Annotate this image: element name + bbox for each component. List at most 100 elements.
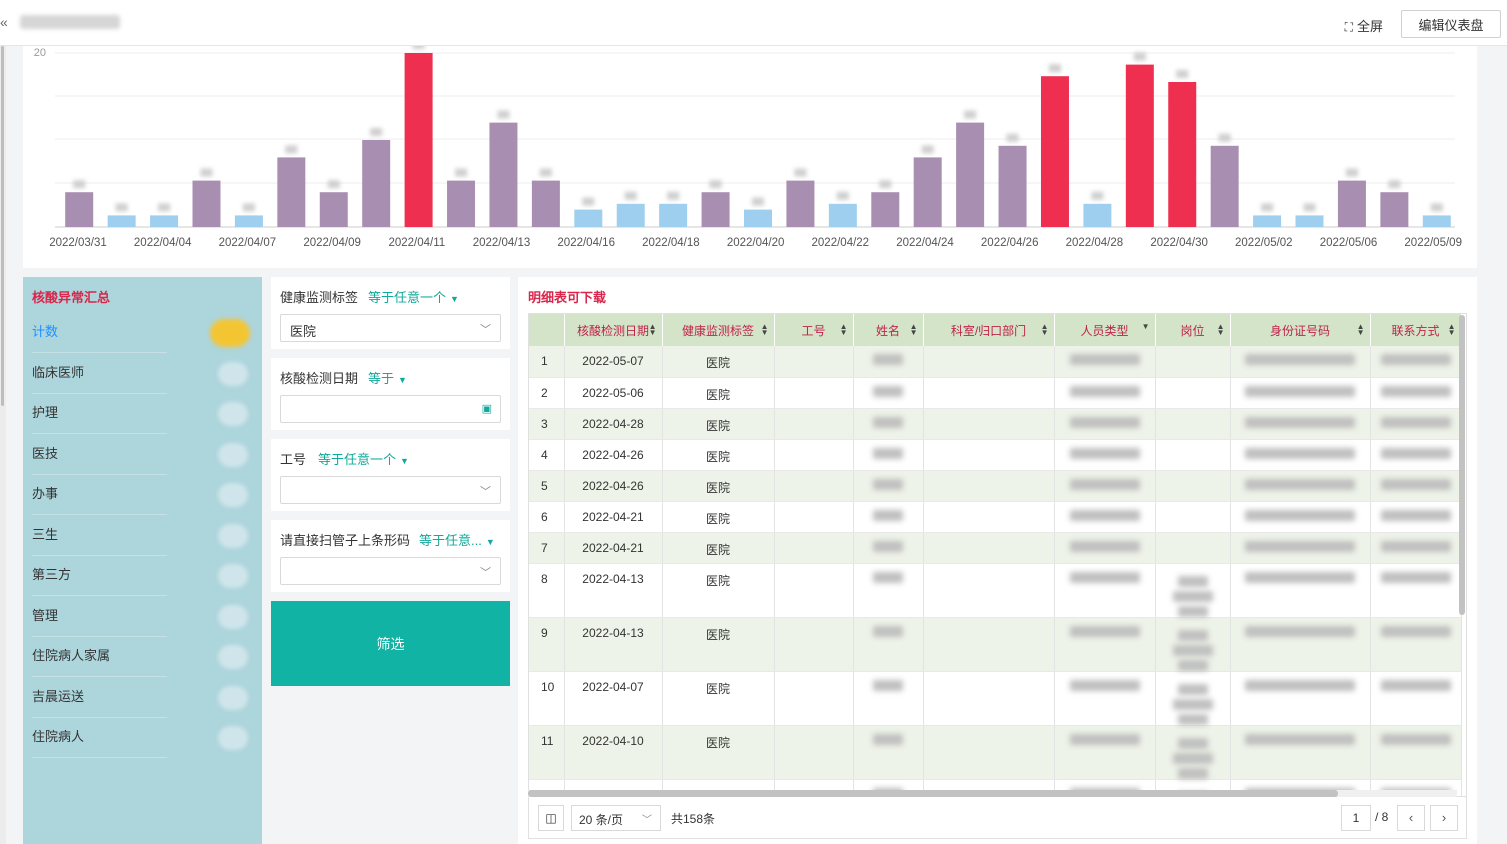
table-row[interactable]: 8 2022-04-13 医院: [529, 563, 1462, 618]
redacted-cell: [1230, 563, 1371, 618]
summary-item[interactable]: 住院病人家属: [32, 637, 167, 677]
summary-item[interactable]: 管理: [32, 597, 167, 637]
row-index: 5: [529, 470, 565, 502]
table-row[interactable]: 9 2022-04-13 医院: [529, 617, 1462, 672]
health-tag-cell: 医院: [662, 439, 775, 471]
page-size-select[interactable]: 20 条/页 ﹀: [571, 805, 661, 831]
chart-bar: [447, 180, 476, 227]
table-row[interactable]: 7 2022-04-21 医院: [529, 532, 1462, 564]
bar-value-label: [964, 110, 977, 119]
redacted-value: [873, 733, 903, 745]
summary-item[interactable]: 住院病人: [32, 718, 167, 758]
table-row[interactable]: 3 2022-04-28 医院: [529, 408, 1462, 440]
summary-item[interactable]: 三生: [32, 516, 167, 556]
filter-label: 核酸检测日期: [280, 371, 359, 386]
column-header[interactable]: 身份证号码 ▲ ▼: [1230, 314, 1371, 346]
summary-item[interactable]: 吉晨运送: [32, 678, 167, 718]
sort-icon[interactable]: ▲ ▼: [1447, 322, 1456, 337]
redacted-cell: [853, 439, 924, 471]
header-index: [529, 314, 565, 346]
column-header[interactable]: 健康监测标签 ▲ ▼: [662, 314, 775, 346]
summary-item-label: 第三方: [32, 567, 72, 582]
edit-dashboard-button[interactable]: 编辑仪表盘: [1401, 10, 1501, 38]
page-scrollbar-thumb[interactable]: [1, 46, 4, 406]
table-row[interactable]: 11 2022-04-10 医院: [529, 725, 1462, 780]
summary-item-label: 住院病人: [32, 729, 85, 744]
table-horizontal-scrollbar[interactable]: [528, 790, 1457, 797]
collapse-sidebar-icon[interactable]: «: [0, 14, 8, 30]
sort-icon[interactable]: ▲ ▼: [909, 322, 918, 337]
bar-value-label: [200, 168, 213, 177]
column-header-label: 人员类型: [1080, 323, 1129, 338]
column-header[interactable]: 科室/归口部门 ▲ ▼: [923, 314, 1055, 346]
sort-icon[interactable]: ▲ ▼: [760, 322, 769, 337]
redacted-cell: [1054, 532, 1156, 564]
bar-value-label: [1006, 133, 1019, 142]
summary-count-badge: [210, 319, 250, 347]
barcode-select[interactable]: ﹀: [280, 557, 501, 585]
table-vertical-scrollbar[interactable]: [1459, 315, 1465, 615]
column-header[interactable]: 姓名 ▲ ▼: [853, 314, 924, 346]
redacted-cell: [774, 377, 854, 409]
filter-operator-dropdown[interactable]: 等于任意... ▼: [419, 530, 495, 549]
chevron-down-icon: ﹀: [480, 567, 491, 579]
column-header[interactable]: 工号 ▲ ▼: [774, 314, 854, 346]
test-date-picker[interactable]: ▣: [280, 395, 501, 423]
next-page-button[interactable]: ›: [1430, 805, 1458, 831]
health-tag-select[interactable]: 医院 ﹀: [280, 314, 501, 342]
bar-value-label: [1430, 203, 1443, 212]
redacted-cell: [1054, 563, 1156, 618]
column-header[interactable]: 核酸检测日期 ▲ ▼: [564, 314, 663, 346]
redacted-value: [873, 509, 903, 521]
table-row[interactable]: 2 2022-05-06 医院: [529, 377, 1462, 409]
redacted-cell: [923, 439, 1055, 471]
filter-submit-button[interactable]: 筛选: [271, 601, 510, 686]
summary-item[interactable]: 医技: [32, 435, 167, 475]
column-header[interactable]: 岗位 ▲ ▼: [1155, 314, 1231, 346]
sort-icon[interactable]: ▲ ▼: [648, 322, 657, 337]
redacted-value: [1177, 713, 1208, 725]
sort-icon[interactable]: ▲ ▼: [839, 322, 848, 337]
redacted-cell: [1230, 617, 1371, 672]
bar-value-label: [752, 197, 764, 206]
filter-operator-dropdown[interactable]: 等于 ▼: [368, 368, 407, 387]
prev-page-button[interactable]: ‹: [1397, 805, 1425, 831]
calendar-icon[interactable]: ▣: [481, 403, 492, 415]
redacted-value: [1069, 447, 1140, 459]
bar-value-label: [709, 180, 722, 189]
redacted-cell: [1230, 725, 1371, 780]
summary-item-label: 医技: [32, 445, 59, 461]
column-toggle-icon[interactable]: ◫: [538, 805, 564, 831]
fullscreen-button[interactable]: ⛶ 全屏: [1345, 16, 1383, 35]
redacted-value: [1380, 679, 1451, 691]
bar-value-label: [624, 191, 637, 200]
filter-operator-dropdown[interactable]: 等于任意一个 ▼: [368, 287, 459, 306]
table-row[interactable]: 6 2022-04-21 医院: [529, 501, 1462, 533]
employee-id-select[interactable]: ﹀: [280, 476, 501, 504]
summary-item[interactable]: 计数: [32, 313, 167, 353]
row-index: 6: [529, 501, 565, 533]
filter-operator-dropdown[interactable]: 等于任意一个 ▼: [318, 449, 409, 468]
redacted-value: [1177, 629, 1208, 641]
page-scrollbar[interactable]: [0, 46, 6, 844]
summary-item[interactable]: 临床医师: [32, 354, 167, 394]
summary-item[interactable]: 第三方: [32, 556, 167, 596]
column-header[interactable]: 联系方式 ▲ ▼: [1370, 314, 1462, 346]
sort-icon[interactable]: ▲ ▼: [1040, 322, 1049, 337]
table-row[interactable]: 5 2022-04-26 医院: [529, 470, 1462, 502]
summary-item[interactable]: 护理: [32, 394, 167, 434]
column-header-label: 核酸检测日期: [576, 323, 649, 338]
summary-count-badge: [218, 442, 248, 467]
current-page-input[interactable]: 1: [1341, 805, 1371, 831]
redacted-value: [1069, 540, 1140, 552]
filter-caret-icon[interactable]: ▼: [1141, 322, 1150, 331]
table-row[interactable]: 4 2022-04-26 医院: [529, 439, 1462, 471]
summary-count-badge: [218, 402, 248, 426]
sort-icon[interactable]: ▲ ▼: [1356, 322, 1365, 337]
summary-item[interactable]: 办事: [32, 475, 167, 515]
table-row[interactable]: 1 2022-05-07 医院: [529, 346, 1462, 378]
sort-icon[interactable]: ▲ ▼: [1216, 322, 1225, 337]
table-row[interactable]: 10 2022-04-07 医院: [529, 671, 1462, 726]
column-header[interactable]: 人员类型 ▼: [1054, 314, 1156, 346]
scrollbar-thumb[interactable]: [528, 790, 1338, 797]
